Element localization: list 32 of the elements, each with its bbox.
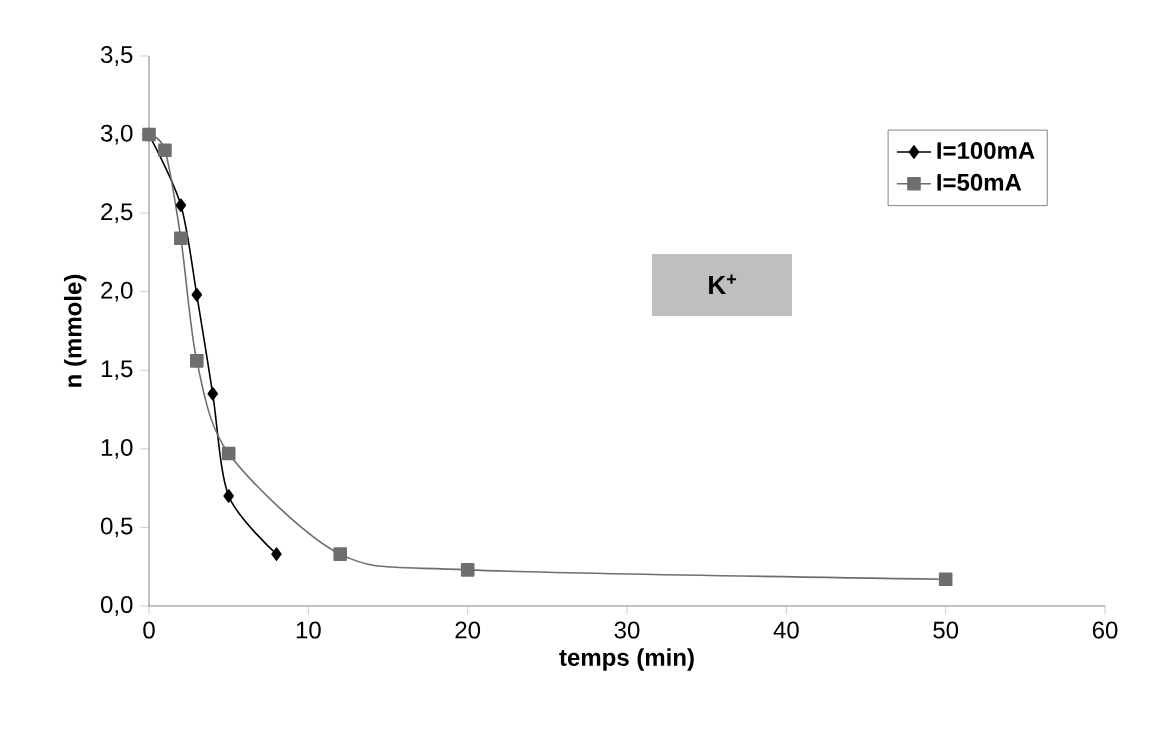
point	[175, 198, 187, 213]
y-tick-label: 1,5	[101, 360, 133, 381]
point	[333, 547, 348, 561]
point	[223, 489, 234, 503]
y-tick-label: 3,5	[100, 46, 133, 66]
point	[174, 231, 188, 246]
point	[191, 288, 203, 302]
x-tick-label: 40	[773, 621, 799, 639]
y-tick-label: 2,5	[101, 203, 133, 224]
y-axis-title: n (mmole)	[63, 274, 87, 387]
point	[207, 387, 219, 401]
point	[221, 446, 236, 461]
y-tick-label: 1,0	[101, 438, 133, 459]
legend-label: I=50mA	[937, 173, 1022, 191]
x-tick-label: 0	[143, 621, 155, 639]
y-tick-label: 0,0	[100, 596, 133, 616]
x-tick-label: 30	[614, 621, 640, 639]
y-tick-label: 2,0	[101, 281, 133, 302]
point	[271, 547, 282, 561]
x-tick-label: 20	[455, 621, 481, 639]
point	[158, 143, 172, 158]
annotation: K$^{+}$	[709, 274, 737, 294]
x-tick-label: 50	[933, 621, 959, 639]
x-axis-title: temps (min)	[559, 648, 694, 671]
point	[190, 354, 204, 368]
legend-label: I=100mA	[937, 142, 1035, 160]
point	[460, 563, 475, 577]
point	[938, 572, 953, 587]
x-tick-label: 60	[1092, 621, 1118, 639]
x-tick-label: 10	[296, 621, 321, 639]
y-tick-label: 0,5	[100, 517, 133, 538]
y-tick-label: 3,0	[100, 124, 133, 145]
